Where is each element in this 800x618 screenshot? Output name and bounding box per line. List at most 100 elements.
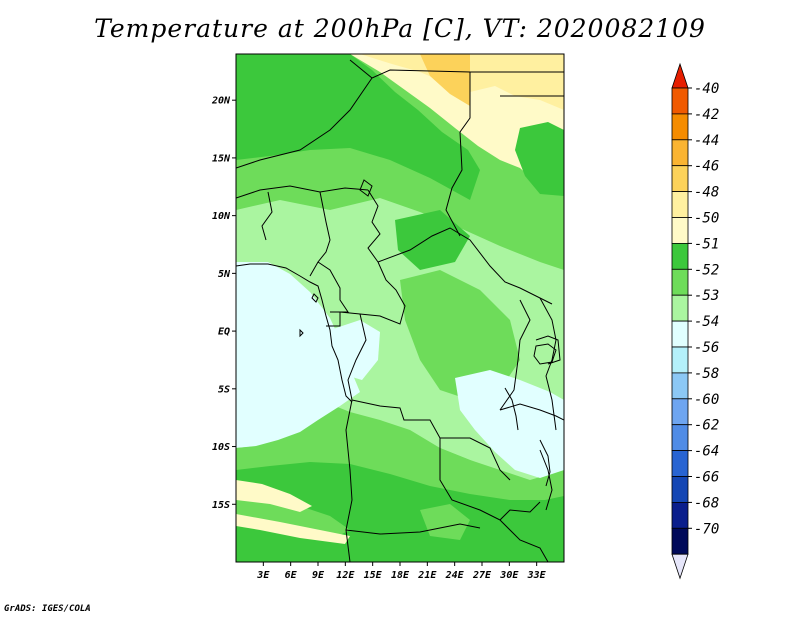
lake-malawi [539, 439, 551, 487]
border-chad [367, 189, 381, 263]
colorbar-swatch [671, 346, 689, 374]
colorbar-swatch [671, 476, 689, 503]
colorbar-label: -42 [694, 107, 719, 123]
colorbar: -40 -42 -44 -46 -48 -50 -51 -52 -53 -54 -56 -58 -60 -… [671, 62, 719, 580]
border-nigeria [309, 191, 331, 277]
lon-tick-label: 12E [336, 570, 355, 581]
colorbar-label: -64 [694, 444, 719, 460]
map-title: Temperature at 200hPa [C], VT: 202008210… [94, 14, 706, 43]
colorbar-label: -62 [694, 418, 719, 434]
colorbar-top-arrow [671, 62, 689, 89]
lat-tick-label: 15N [212, 153, 231, 164]
lon-tick-label: 18E [391, 570, 410, 581]
colorbar-swatch [671, 450, 689, 477]
colorbar-swatch [671, 501, 689, 529]
field-fill-53-southeast [420, 504, 470, 540]
lat-tick-label: EQ [218, 327, 230, 338]
colorbar-label: -70 [694, 521, 719, 537]
colorbar-label: -50 [694, 211, 719, 227]
colorbar-label: -52 [694, 262, 719, 278]
border-uganda [535, 335, 561, 365]
border-gabon [326, 312, 341, 327]
colorbar-swatch [671, 113, 689, 141]
lon-tick-label: 33E [527, 570, 547, 581]
colorbar-label: -53 [694, 288, 719, 304]
lon-tick-label: 21E [417, 570, 437, 581]
border-north-2 [349, 59, 373, 79]
colorbar-label: -56 [694, 340, 719, 356]
field-fill-51-south [236, 514, 350, 544]
lon-tick-label: 9E [312, 570, 325, 581]
field-fill-51-southwest [236, 480, 312, 512]
field-fill-53-interior [400, 270, 520, 400]
lat-axis: 20N 15N 10N 5N EQ 5S 10S 15S [211, 96, 236, 511]
border-drc-west [351, 399, 511, 481]
colorbar-swatch [671, 165, 689, 192]
lon-tick-label: 24E [445, 570, 465, 581]
colorbar-swatch [671, 527, 689, 555]
border-zimbabwe [499, 519, 549, 562]
lon-tick-label: 27E [472, 570, 492, 581]
lon-tick-label: 30E [499, 570, 519, 581]
island-bioko [311, 293, 319, 303]
lake-tanganyika [504, 387, 519, 431]
lon-axis: 3E 6E 9E 12E 15E 18E 21E 24E 27E 30E 33E [256, 562, 547, 581]
field-fill-52-interior [395, 210, 470, 270]
colorbar-swatch [671, 87, 689, 115]
border-congo [347, 313, 367, 401]
colorbar-swatch [671, 372, 689, 400]
lat-tick-label: 5N [218, 269, 231, 280]
border-drc-east [499, 299, 531, 411]
border-north-1 [236, 69, 471, 237]
colorbar-label: -58 [694, 366, 719, 382]
lon-tick-label: 3E [256, 570, 270, 581]
colorbar-swatch [671, 294, 689, 322]
island-sao-tome [299, 328, 304, 338]
lat-tick-label: 5S [218, 384, 230, 395]
border-angola-south [345, 523, 481, 535]
field-fill-52-eastpatch [515, 122, 564, 196]
colorbar-swatch [671, 242, 689, 270]
border-cameroon-2 [339, 261, 406, 325]
field-fill-52-north [236, 54, 480, 200]
lat-tick-label: 10N [212, 211, 231, 222]
border-west-2 [261, 191, 273, 241]
colorbar-label: -60 [694, 392, 719, 408]
border-west-1 [236, 185, 369, 199]
field-fill-48-northeast [420, 54, 470, 106]
colorbar-swatch [671, 424, 689, 452]
field-fill-56-west [236, 262, 360, 448]
border-malawi [539, 449, 553, 511]
colorbar-label: -44 [694, 133, 719, 149]
border-east-africa [539, 297, 557, 431]
field-fill-56-east [455, 370, 564, 478]
colorbar-label: -46 [694, 159, 719, 175]
grads-credit: GrADS: IGES/COLA [4, 604, 91, 614]
border-car [377, 227, 553, 305]
lon-tick-label: 6E [285, 570, 298, 581]
border-angola [345, 399, 353, 562]
lon-tick-label: 15E [364, 570, 383, 581]
colorbar-bottom-arrow [671, 553, 689, 580]
colorbar-label: -66 [694, 470, 719, 486]
lat-tick-label: 10S [212, 442, 230, 453]
map-plot-area [236, 54, 564, 562]
colorbar-swatch [671, 217, 689, 244]
border-zambia [439, 438, 541, 521]
colorbar-label: -40 [694, 81, 719, 97]
colorbar-label: -51 [694, 236, 719, 252]
colorbar-swatch [671, 320, 689, 348]
country-borders [236, 59, 564, 562]
colorbar-swatch [671, 139, 689, 167]
field-fill-56-central [330, 320, 380, 380]
colorbar-label: -68 [694, 495, 719, 511]
coast-west [236, 263, 353, 403]
colorbar-label: -54 [694, 314, 719, 330]
lat-tick-label: 20N [211, 96, 231, 107]
colorbar-swatch [671, 268, 689, 296]
colorbar-swatch [671, 191, 689, 218]
border-lake-chad [359, 179, 373, 197]
colorbar-label: -48 [694, 185, 719, 201]
lat-tick-label: 15S [212, 500, 230, 511]
